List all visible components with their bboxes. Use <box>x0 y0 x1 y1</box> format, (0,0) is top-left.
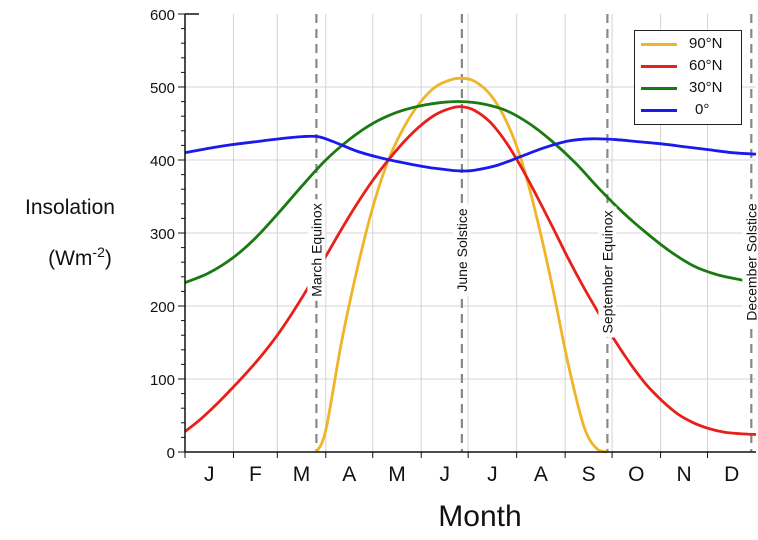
legend-swatch-60n <box>641 65 677 68</box>
event-label-group-june-solstice: June Solstice <box>452 204 471 296</box>
y-tick-label-200: 200 <box>150 299 175 316</box>
y-axis-label-line1: Insolation <box>25 196 115 219</box>
event-label-bg-march-equinox <box>307 199 326 301</box>
legend-item-0: 0° <box>641 101 739 119</box>
event-label-group-march-equinox: March Equinox <box>307 199 326 301</box>
month-label-10: N <box>676 463 691 486</box>
legend-item-60n: 60°N <box>641 57 739 75</box>
legend-label-0: 0° <box>695 101 710 118</box>
series-line-90n <box>315 76 608 454</box>
month-label-1: F <box>249 463 262 486</box>
series-line-0 <box>184 134 757 173</box>
y-tick-label-300: 300 <box>150 226 175 243</box>
month-label-6: J <box>487 463 498 486</box>
legend-label-90n: 90°N <box>689 35 723 52</box>
month-label-0: J <box>204 463 215 486</box>
event-lines <box>315 14 753 452</box>
event-label-september-equinox: September Equinox <box>599 211 615 334</box>
legend-swatch-30n <box>641 87 677 90</box>
legend: 90°N 60°N 30°N 0° <box>634 30 742 125</box>
y-axis-unit-base: (Wm <box>48 247 93 270</box>
event-label-bg-december-solstice <box>742 199 758 325</box>
event-label-december-solstice: December Solstice <box>743 203 758 321</box>
axes <box>178 13 756 458</box>
y-tick-label-100: 100 <box>150 372 175 389</box>
legend-swatch-0 <box>641 109 677 112</box>
y-tick-label-400: 400 <box>150 153 175 170</box>
month-label-5: J <box>439 463 450 486</box>
month-label-11: D <box>724 463 739 486</box>
month-label-9: O <box>628 463 644 486</box>
legend-label-60n: 60°N <box>689 57 723 74</box>
legend-label-30n: 30°N <box>689 79 723 96</box>
y-tick-label-600: 600 <box>150 7 175 24</box>
y-tick-label-500: 500 <box>150 80 175 97</box>
series-line-60n <box>184 105 757 436</box>
legend-item-30n: 30°N <box>641 79 739 97</box>
event-labels: March Equinox June Solstice September Equi… <box>307 199 758 338</box>
month-label-8: S <box>582 463 596 486</box>
month-label-4: M <box>388 463 406 486</box>
event-label-group-september-equinox: September Equinox <box>598 206 617 338</box>
event-label-june-solstice: June Solstice <box>454 208 470 291</box>
y-tick-labels: 0 100 200 300 400 500 600 <box>150 7 175 462</box>
month-label-3: A <box>342 463 356 486</box>
event-label-bg-june-solstice <box>452 204 471 296</box>
event-label-bg-september-equinox <box>598 206 617 338</box>
series-lines <box>184 76 757 454</box>
event-label-group-december-solstice: December Solstice <box>742 199 758 325</box>
series-line-30n <box>184 100 757 285</box>
legend-item-90n: 90°N <box>641 35 739 53</box>
y-axis-unit-close: ) <box>104 247 112 270</box>
y-tick-label-0: 0 <box>167 445 175 462</box>
y-axis-label-line2: (Wm-2) <box>20 244 140 271</box>
event-label-march-equinox: March Equinox <box>308 203 324 296</box>
month-label-2: M <box>293 463 311 486</box>
y-axis-unit-exponent: -2 <box>92 244 105 260</box>
legend-swatch-90n <box>641 43 677 46</box>
month-label-7: A <box>534 463 548 486</box>
x-axis-label: Month <box>438 500 522 533</box>
